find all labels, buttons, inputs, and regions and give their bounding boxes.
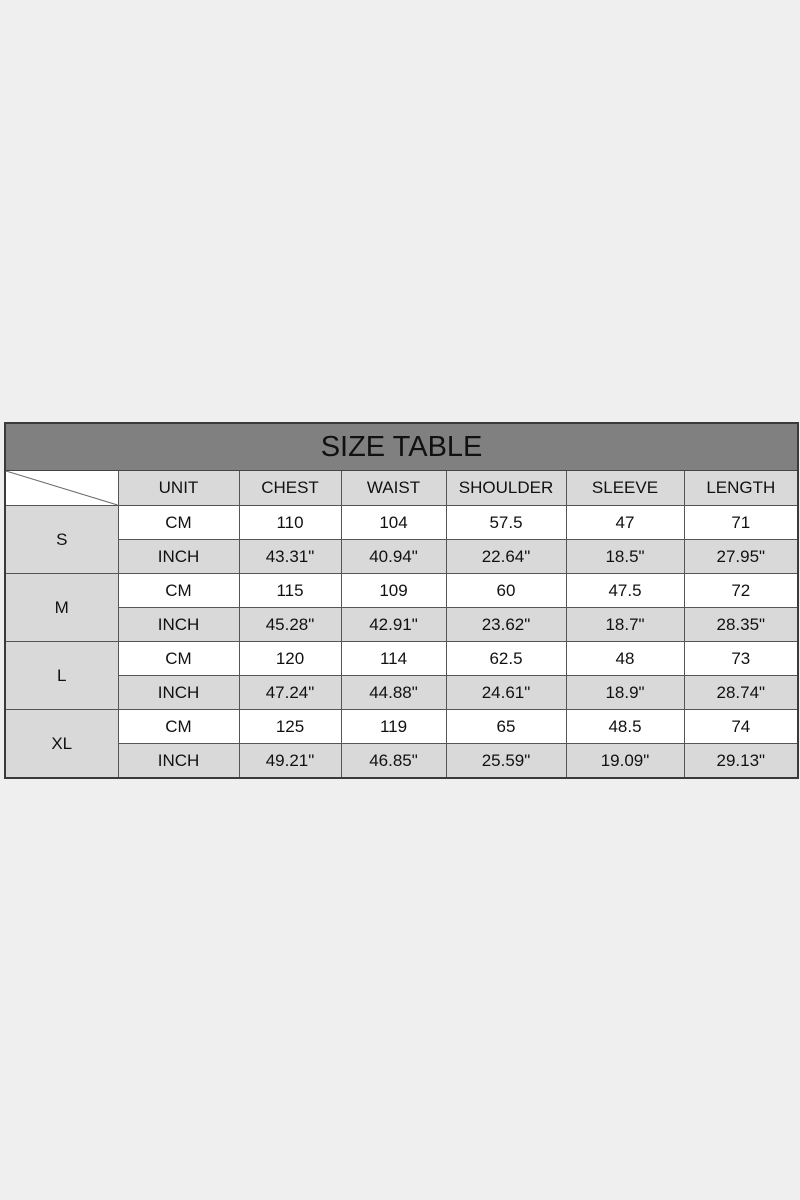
value-cell: 47.24"	[238, 675, 342, 710]
value-cell: 73	[683, 641, 799, 676]
diagonal-line	[6, 471, 118, 505]
unit-cell: INCH	[117, 743, 240, 779]
value-cell: 29.13"	[683, 743, 799, 779]
unit-cell: CM	[117, 573, 240, 608]
value-cell: 18.9"	[565, 675, 685, 710]
column-header: CHEST	[238, 470, 342, 506]
value-cell: 62.5	[445, 641, 567, 676]
table-row: INCH 47.24" 44.88" 24.61" 18.9" 28.74"	[5, 675, 799, 710]
value-cell: 48	[565, 641, 685, 676]
table-row: INCH 45.28" 42.91" 23.62" 18.7" 28.35"	[5, 607, 799, 642]
value-cell: 60	[445, 573, 567, 608]
value-cell: 104	[340, 505, 447, 540]
value-cell: 46.85"	[340, 743, 447, 779]
value-cell: 19.09"	[565, 743, 685, 779]
value-cell: 74	[683, 709, 799, 744]
column-header: WAIST	[340, 470, 447, 506]
table-row: XL CM 125 119 65 48.5 74	[4, 709, 799, 779]
value-cell: 43.31"	[238, 539, 342, 574]
size-label: XL	[4, 709, 119, 779]
value-cell: 28.35"	[683, 607, 799, 642]
value-cell: 57.5	[445, 505, 567, 540]
value-cell: 49.21"	[238, 743, 342, 779]
unit-cell: CM	[117, 709, 240, 744]
table-row: L CM 120 114 62.5 48 73	[4, 641, 799, 710]
size-label: S	[4, 505, 119, 574]
value-cell: 40.94"	[340, 539, 447, 574]
value-cell: 114	[340, 641, 447, 676]
value-cell: 44.88"	[340, 675, 447, 710]
value-cell: 120	[238, 641, 342, 676]
value-cell: 23.62"	[445, 607, 567, 642]
value-cell: 119	[340, 709, 447, 744]
column-header: LENGTH	[683, 470, 799, 506]
value-cell: 47.5	[565, 573, 685, 608]
value-cell: 28.74"	[683, 675, 799, 710]
value-cell: 65	[445, 709, 567, 744]
unit-cell: INCH	[117, 607, 240, 642]
value-cell: 109	[340, 573, 447, 608]
header-row: UNIT CHEST WAIST SHOULDER SLEEVE LENGTH	[4, 470, 799, 506]
value-cell: 18.5"	[565, 539, 685, 574]
value-cell: 24.61"	[445, 675, 567, 710]
table-row: M CM 115 109 60 47.5 72	[4, 573, 799, 642]
size-table: SIZE TABLE UNIT CHEST WAIST SHOULDER SLEEVE L…	[4, 422, 800, 779]
table-row: S CM 110 104 57.5 47 71	[4, 505, 799, 574]
column-header: SLEEVE	[565, 470, 685, 506]
unit-cell: INCH	[117, 675, 240, 710]
value-cell: 72	[683, 573, 799, 608]
unit-cell: CM	[117, 505, 240, 540]
value-cell: 125	[238, 709, 342, 744]
corner-cell	[4, 470, 119, 506]
value-cell: 45.28"	[238, 607, 342, 642]
value-cell: 110	[238, 505, 342, 540]
value-cell: 22.64"	[445, 539, 567, 574]
size-label: M	[4, 573, 119, 642]
value-cell: 47	[565, 505, 685, 540]
unit-cell: CM	[117, 641, 240, 676]
column-header: SHOULDER	[445, 470, 567, 506]
value-cell: 42.91"	[340, 607, 447, 642]
unit-cell: INCH	[117, 539, 240, 574]
column-header: UNIT	[117, 470, 240, 506]
size-label: L	[4, 641, 119, 710]
value-cell: 27.95"	[683, 539, 799, 574]
value-cell: 48.5	[565, 709, 685, 744]
table-row: INCH 43.31" 40.94" 22.64" 18.5" 27.95"	[5, 539, 799, 574]
value-cell: 71	[683, 505, 799, 540]
table-title: SIZE TABLE	[4, 422, 799, 471]
value-cell: 18.7"	[565, 607, 685, 642]
table-row: INCH 49.21" 46.85" 25.59" 19.09" 29.13"	[5, 743, 799, 779]
value-cell: 115	[238, 573, 342, 608]
value-cell: 25.59"	[445, 743, 567, 779]
